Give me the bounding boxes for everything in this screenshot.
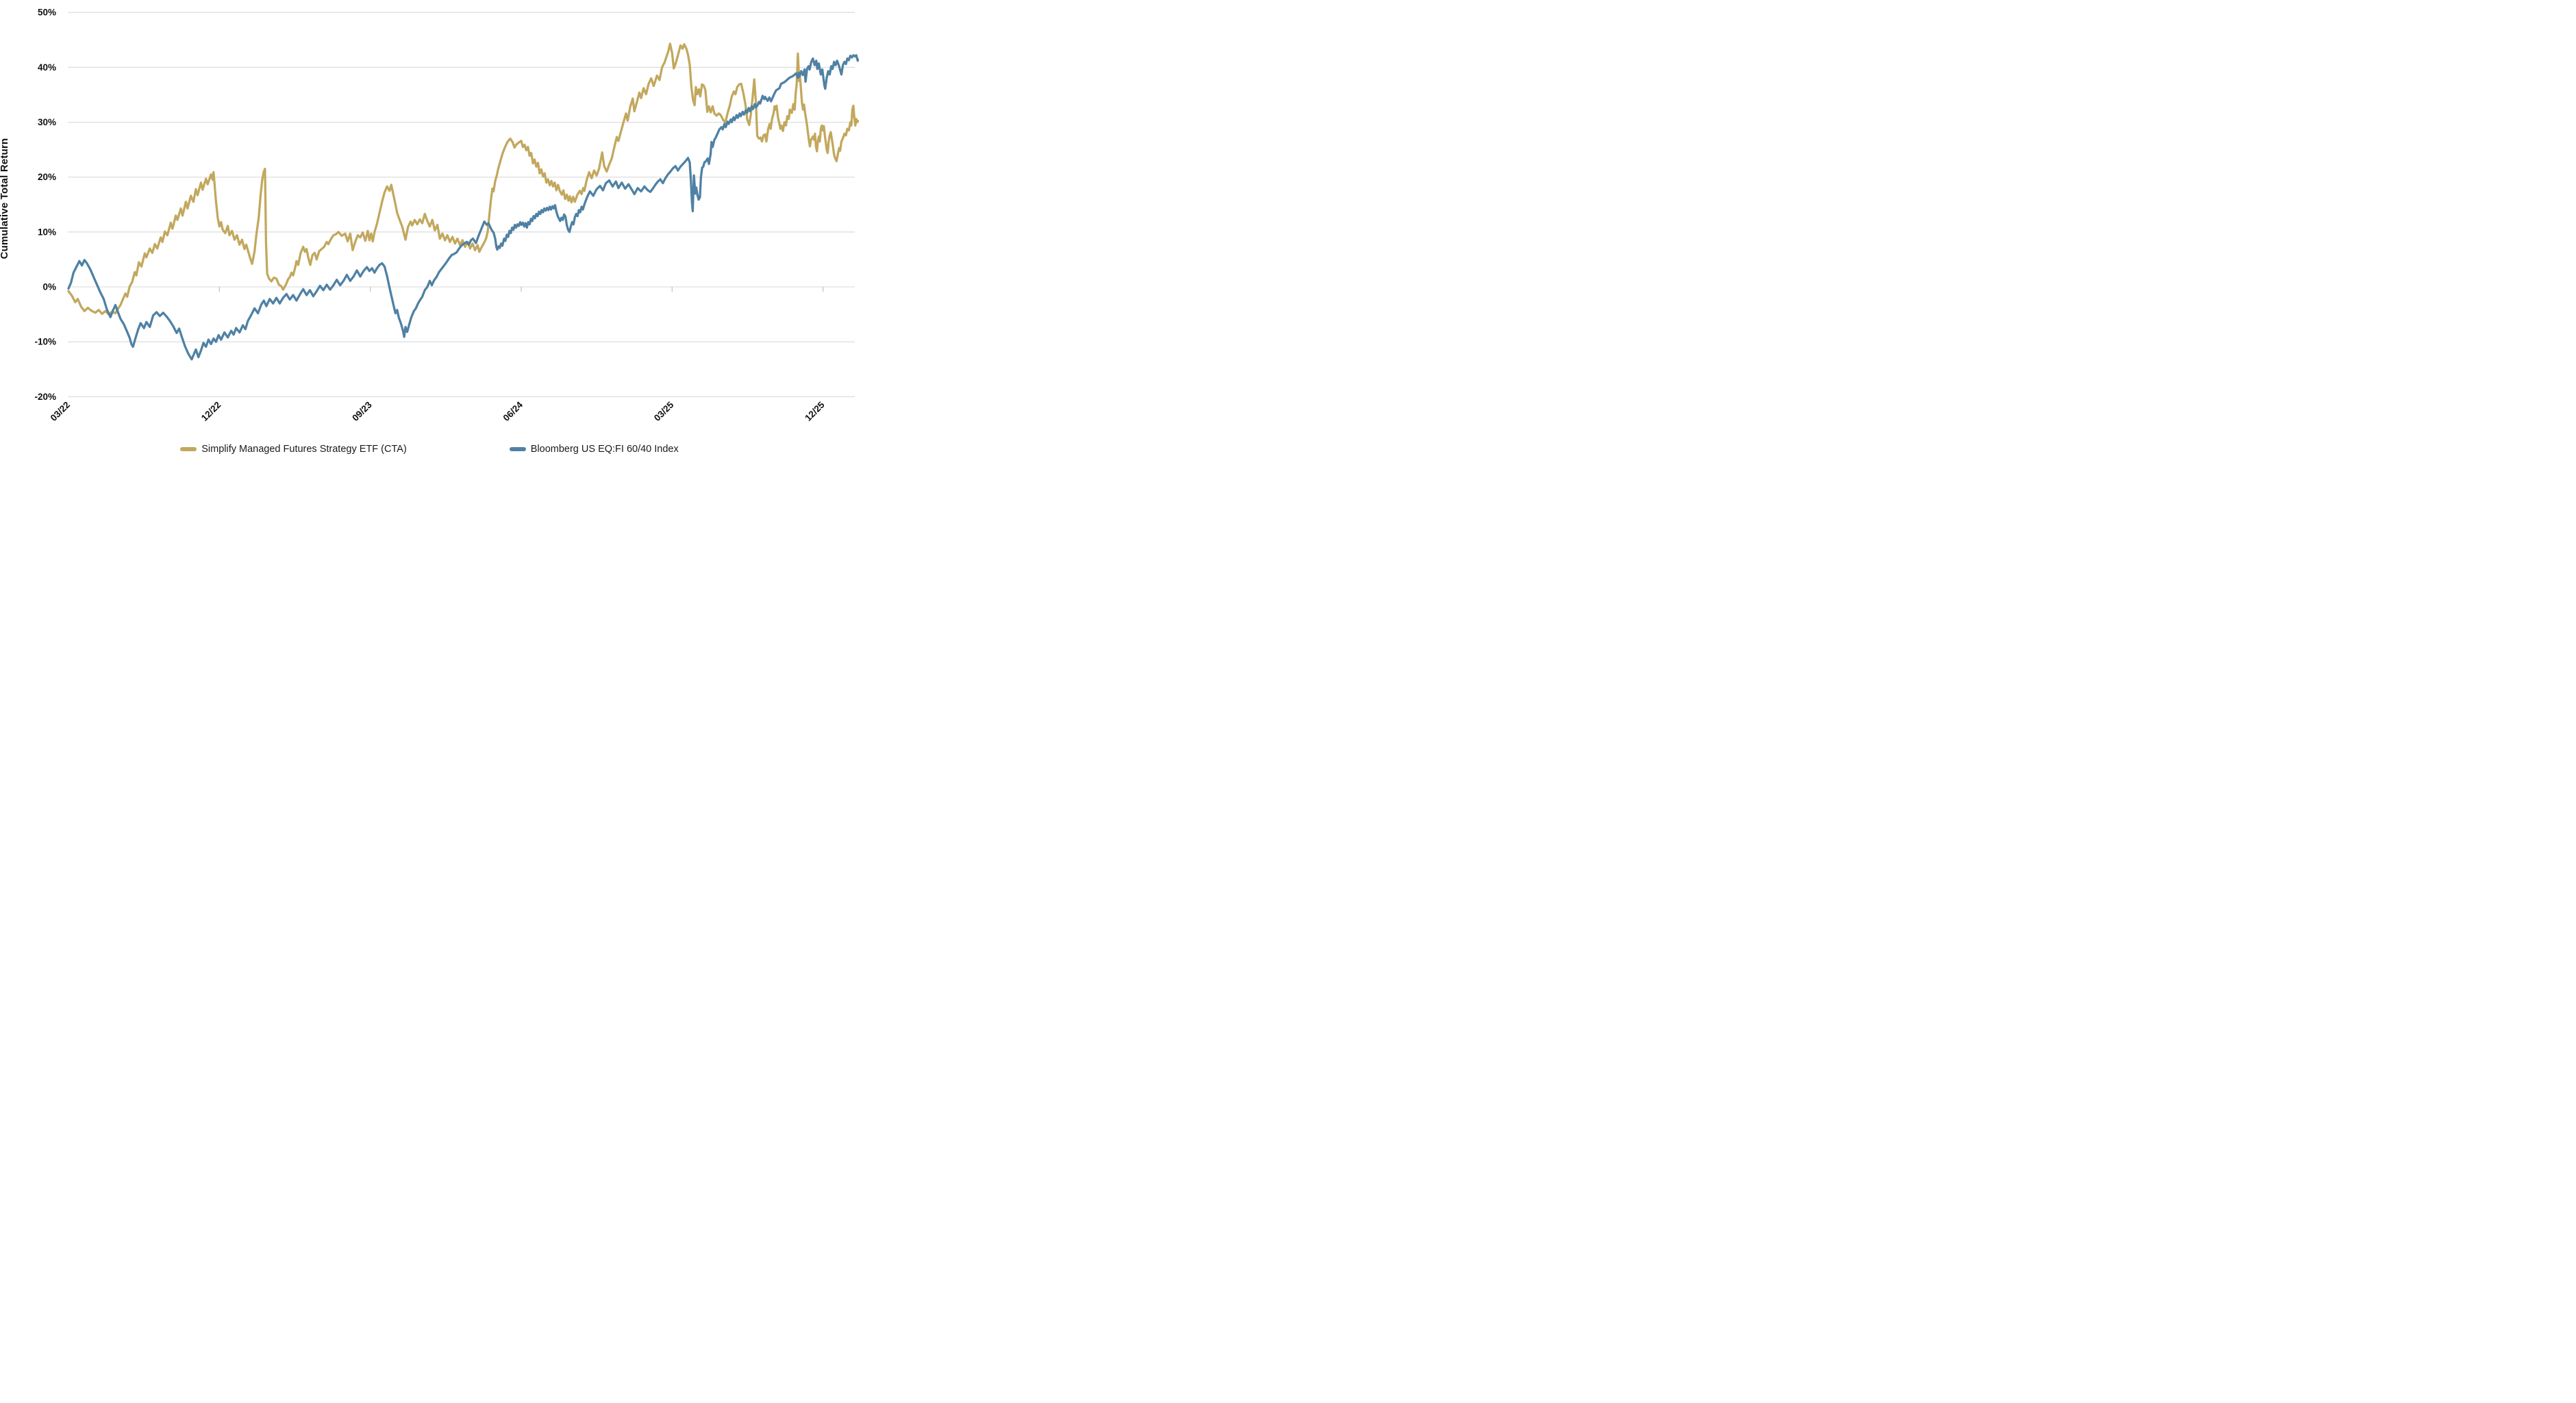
legend-swatch-cta [180, 447, 197, 451]
legend: Simplify Managed Futures Strategy ETF (C… [0, 444, 859, 455]
y-axis-labels: 50% 40% 30% 20% 10% 0% -10% -20% [34, 8, 56, 402]
legend-swatch-6040 [509, 447, 526, 451]
data-series-lines [67, 42, 859, 361]
chart-figure: Cumulative Total Return 50% 40% 30% 20% 10% 0… [0, 0, 859, 468]
gridlines [68, 12, 855, 397]
y-tick-label: 40% [38, 62, 56, 73]
x-axis-labels: 03/22 12/22 09/23 06/24 03/25 12/25 [49, 399, 827, 423]
series-line-1 [67, 54, 859, 361]
y-tick-label: 0% [42, 282, 56, 292]
x-tick-label: 06/24 [501, 399, 525, 423]
legend-label-6040: Bloomberg US EQ:FI 60/40 Index [530, 444, 679, 455]
y-tick-label: 30% [38, 117, 56, 127]
y-tick-label: 50% [38, 8, 56, 18]
legend-entry-cta: Simplify Managed Futures Strategy ETF (C… [180, 444, 407, 455]
plot-area: 50% 40% 30% 20% 10% 0% -10% -20% 03/22 12/22 09/2… [34, 8, 859, 423]
y-tick-label: 10% [38, 227, 56, 237]
x-tick-label: 12/22 [199, 400, 223, 424]
legend-entry-6040: Bloomberg US EQ:FI 60/40 Index [509, 444, 679, 455]
y-tick-label: 20% [38, 172, 56, 182]
x-tick-label: 03/25 [652, 399, 676, 423]
axis-tick-marks [68, 287, 824, 292]
x-tick-label: 03/22 [49, 400, 73, 424]
y-tick-label: -10% [34, 337, 56, 347]
x-tick-label: 09/23 [350, 399, 374, 423]
x-tick-label: 12/25 [803, 399, 827, 423]
legend-label-cta: Simplify Managed Futures Strategy ETF (C… [201, 444, 407, 455]
y-tick-label: -20% [34, 392, 56, 402]
series-line-0 [67, 42, 859, 316]
